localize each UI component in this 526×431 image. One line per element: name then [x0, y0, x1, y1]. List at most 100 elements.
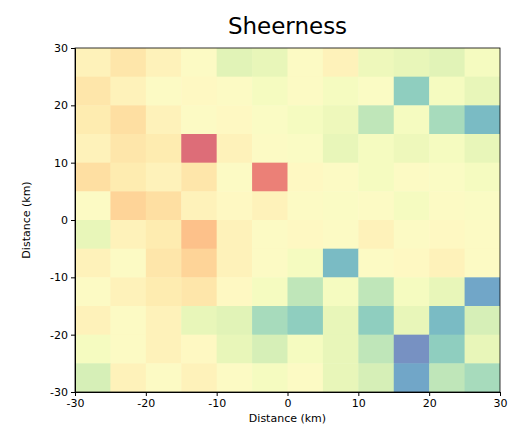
- cell: [146, 335, 182, 364]
- cell: [288, 363, 324, 392]
- cell: [429, 277, 465, 306]
- cell: [217, 277, 253, 306]
- cell: [288, 191, 324, 220]
- tick: -30: [50, 386, 75, 399]
- cell: [181, 134, 217, 163]
- cell: [429, 249, 465, 278]
- cell: [465, 48, 500, 77]
- cell: [323, 277, 359, 306]
- cell: [252, 277, 288, 306]
- cell: [252, 306, 288, 335]
- cell: [288, 163, 324, 192]
- cell: [465, 134, 500, 163]
- cell: [217, 134, 253, 163]
- cell: [146, 191, 182, 220]
- title: Sheerness: [228, 13, 347, 39]
- axis-line: [76, 393, 501, 397]
- cell: [217, 77, 253, 106]
- cell: [110, 105, 146, 134]
- cell: [217, 363, 253, 392]
- tick: -20: [137, 392, 155, 410]
- cell: [429, 134, 465, 163]
- cell: [252, 163, 288, 192]
- cell: [146, 134, 182, 163]
- tick-mark: [71, 163, 75, 164]
- cell: [394, 105, 430, 134]
- tick-mark: [71, 277, 75, 278]
- tick-label: -30: [50, 386, 68, 399]
- cell: [217, 163, 253, 192]
- cell: [288, 105, 324, 134]
- cell: [252, 134, 288, 163]
- cell: [252, 48, 288, 77]
- tick: -10: [208, 392, 226, 410]
- cell: [323, 306, 359, 335]
- cell: [252, 249, 288, 278]
- tick-mark: [500, 392, 501, 396]
- cell: [110, 220, 146, 249]
- cell: [75, 306, 111, 335]
- tick: -20: [50, 329, 75, 342]
- tick-label: 20: [54, 99, 68, 112]
- cell: [358, 249, 394, 278]
- cell: [75, 77, 111, 106]
- cell: [110, 134, 146, 163]
- tick-label: -20: [137, 397, 155, 410]
- cell: [465, 335, 500, 364]
- tick-label: 0: [285, 397, 292, 410]
- cell: [181, 191, 217, 220]
- cell: [394, 77, 430, 106]
- cell: [394, 134, 430, 163]
- cell: [252, 105, 288, 134]
- cell: [110, 163, 146, 192]
- cell: [465, 163, 500, 192]
- cell: [429, 105, 465, 134]
- cell: [110, 363, 146, 392]
- tick-mark: [358, 392, 359, 396]
- tick-mark: [217, 392, 218, 396]
- cell: [323, 220, 359, 249]
- cell: [288, 220, 324, 249]
- cell: [288, 48, 324, 77]
- tick-label: 20: [423, 397, 437, 410]
- cell: [358, 77, 394, 106]
- cell: [288, 335, 324, 364]
- cell: [75, 134, 111, 163]
- cell: [358, 105, 394, 134]
- cell: [465, 363, 500, 392]
- cell: [181, 277, 217, 306]
- cell: [217, 306, 253, 335]
- cell: [465, 306, 500, 335]
- cell: [181, 306, 217, 335]
- tick-mark: [429, 392, 430, 396]
- cell: [358, 277, 394, 306]
- cell: [429, 48, 465, 77]
- cell: [217, 335, 253, 364]
- cell: [146, 77, 182, 106]
- cell: [75, 249, 111, 278]
- cell: [110, 277, 146, 306]
- tick-label: 30: [54, 42, 68, 55]
- cell: [429, 306, 465, 335]
- tick-label: 30: [494, 397, 508, 410]
- cell: [75, 105, 111, 134]
- tick-mark: [71, 48, 75, 49]
- cell: [429, 363, 465, 392]
- cell: [394, 363, 430, 392]
- cell: [110, 249, 146, 278]
- cell: [465, 277, 500, 306]
- cell: [181, 77, 217, 106]
- tick-label: -10: [208, 397, 226, 410]
- tick-mark: [71, 220, 75, 221]
- cell: [429, 191, 465, 220]
- tick-label: -20: [50, 329, 68, 342]
- cell: [429, 220, 465, 249]
- cell: [181, 335, 217, 364]
- cell: [181, 249, 217, 278]
- tick: 20: [423, 392, 437, 410]
- tick-label: -30: [67, 397, 85, 410]
- cell: [217, 249, 253, 278]
- cell: [358, 163, 394, 192]
- plot-frame: [75, 48, 500, 392]
- cell: [358, 335, 394, 364]
